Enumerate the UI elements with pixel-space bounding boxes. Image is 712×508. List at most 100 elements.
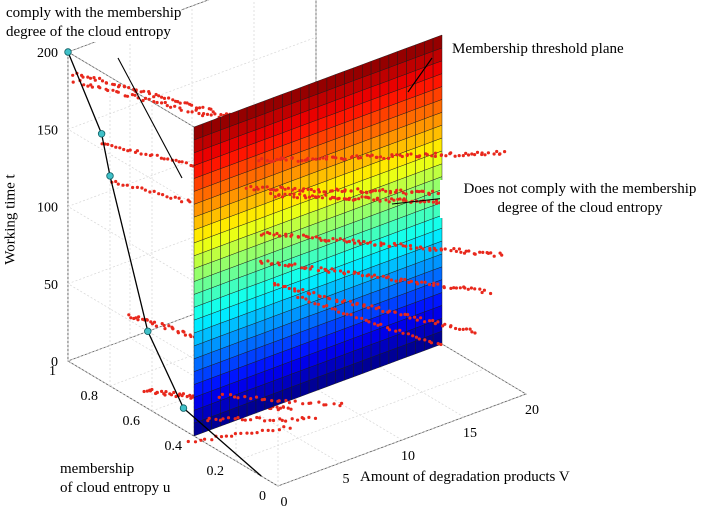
- scatter-point: [401, 244, 405, 248]
- scatter-point: [470, 330, 474, 334]
- scatter-point: [150, 153, 154, 157]
- scatter-point: [277, 193, 281, 197]
- scatter-point: [336, 188, 340, 192]
- scatter-point: [271, 429, 275, 433]
- scatter-point: [181, 392, 185, 396]
- scatter-point: [389, 278, 393, 282]
- scatter-point: [443, 247, 447, 251]
- scatter-point: [408, 316, 412, 320]
- scatter-point: [374, 307, 378, 311]
- scatter-point: [400, 154, 404, 159]
- scatter-point: [201, 105, 205, 109]
- scatter-point: [439, 342, 443, 347]
- scatter-point: [284, 398, 288, 403]
- scatter-point: [273, 283, 277, 287]
- scatter-point: [411, 334, 415, 338]
- scatter-point: [265, 159, 270, 163]
- scatter-point: [378, 199, 382, 203]
- scatter-point: [314, 157, 318, 161]
- scatter-point: [221, 417, 225, 421]
- scatter-point: [270, 262, 274, 266]
- scatter-point: [452, 247, 456, 251]
- scatter-point: [163, 327, 167, 331]
- scatter-point: [236, 396, 240, 400]
- scatter-point: [283, 284, 287, 289]
- scatter-point: [351, 303, 355, 307]
- scatter-point: [185, 394, 189, 399]
- scatter-point: [355, 154, 359, 158]
- scatter-point: [148, 190, 152, 194]
- scatter-point: [433, 154, 437, 158]
- scatter-point: [135, 149, 139, 153]
- scatter-point: [298, 188, 302, 193]
- scatter-point: [240, 418, 244, 422]
- scatter-point: [372, 198, 376, 202]
- scatter-point: [260, 428, 264, 432]
- scatter-point: [148, 389, 152, 393]
- scatter-point: [125, 183, 129, 187]
- scatter-point: [142, 389, 146, 394]
- u-tick-label: 1: [49, 364, 56, 379]
- scatter-point: [307, 292, 312, 296]
- scatter-point: [320, 196, 324, 200]
- scatter-point: [265, 185, 269, 189]
- scatter-point: [283, 263, 287, 268]
- scatter-point: [427, 192, 431, 196]
- scatter-point: [324, 193, 328, 197]
- scatter-point: [332, 402, 336, 406]
- scatter-point: [185, 101, 189, 105]
- scatter-point: [239, 431, 243, 435]
- scatter-point: [480, 290, 484, 295]
- scatter-point: [157, 94, 161, 98]
- scatter-point: [281, 156, 285, 160]
- annotation-leaders: [117, 57, 447, 205]
- scatter-point: [177, 196, 181, 200]
- scatter-point: [325, 304, 329, 308]
- scatter-point: [282, 425, 286, 429]
- scatter-point: [86, 84, 90, 88]
- scatter-point: [272, 233, 276, 237]
- scatter-point: [342, 298, 346, 303]
- scatter-point: [277, 428, 281, 432]
- scatter-point: [482, 288, 486, 292]
- scatter-point: [421, 189, 425, 193]
- scatter-point: [436, 191, 440, 196]
- scatter-point: [322, 294, 326, 299]
- scatter-point: [270, 399, 274, 403]
- scatter-point: [203, 437, 207, 441]
- scatter-point: [473, 252, 477, 256]
- scatter-point: [178, 106, 182, 110]
- scatter-point: [140, 186, 144, 190]
- z-axis-label-text: Working time t: [2, 174, 19, 265]
- scatter-point: [310, 194, 315, 198]
- scatter-point: [143, 188, 147, 192]
- scatter-point: [249, 184, 253, 189]
- scatter-point: [373, 322, 377, 326]
- v-tick-label: 5: [343, 472, 350, 487]
- scatter-point: [436, 342, 440, 346]
- scatter-point: [290, 233, 294, 237]
- scatter-point: [300, 266, 304, 270]
- scatter-point: [335, 238, 339, 242]
- z-axis-label: Working time t: [2, 174, 21, 264]
- scatter-point: [290, 188, 294, 192]
- z-tick-label: 200: [37, 46, 58, 61]
- scatter-point: [316, 195, 320, 199]
- scatter-point: [333, 269, 337, 273]
- scatter-point: [466, 287, 470, 291]
- scatter-point: [131, 185, 135, 190]
- scatter-point: [375, 155, 379, 159]
- z-tick-label: 50: [44, 278, 58, 293]
- scatter-point: [388, 309, 392, 313]
- scatter-point: [126, 149, 130, 153]
- scatter-point: [316, 302, 321, 306]
- scatter-point: [442, 286, 446, 290]
- v-tick-label: 0: [281, 495, 288, 508]
- scatter-point: [147, 97, 151, 101]
- scatter-point: [409, 152, 413, 156]
- scatter-point: [190, 103, 194, 107]
- scatter-point: [154, 324, 158, 328]
- scatter-point: [306, 187, 310, 191]
- scatter-point: [319, 238, 323, 242]
